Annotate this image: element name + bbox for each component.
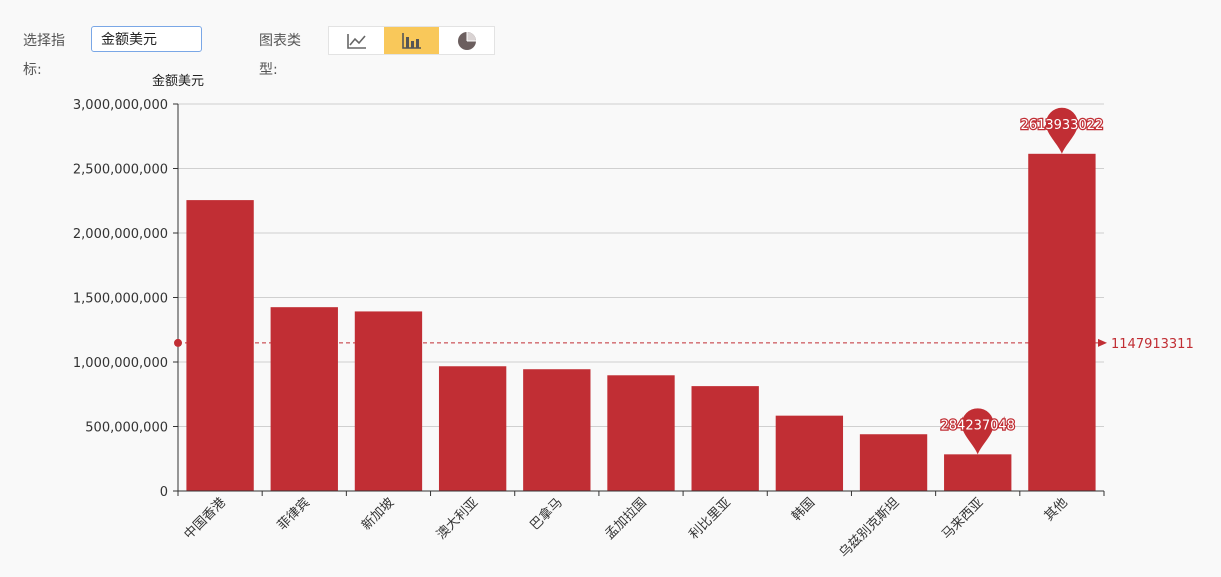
line-chart-icon — [346, 33, 366, 49]
bar — [270, 307, 338, 491]
x-tick-label: 中国香港 — [182, 495, 229, 542]
bar — [1028, 153, 1096, 491]
chart-type-label: 图表类型: — [259, 33, 301, 78]
mark-points: 2613933022 284237048 — [939, 107, 1105, 455]
bar — [944, 454, 1012, 491]
pie-chart-button[interactable] — [439, 27, 494, 54]
grid — [178, 103, 1104, 492]
pie-chart-icon — [457, 31, 476, 50]
bar-chart-icon — [401, 32, 421, 49]
y-tick-label: 2,000,000,000 — [73, 227, 168, 242]
x-tick-label: 乌兹别克斯坦 — [836, 495, 902, 561]
mark-point-pin — [1045, 107, 1078, 154]
average-line-label: 1147913311 — [1111, 337, 1194, 352]
bar — [607, 375, 675, 491]
average-line: 1147913311 — [174, 337, 1194, 352]
indicator-select[interactable]: 金额美元 — [91, 26, 202, 52]
bar-chart-button[interactable] — [384, 27, 439, 54]
x-tick-label: 孟加拉国 — [602, 495, 649, 542]
average-line-start — [174, 338, 182, 347]
bars — [186, 153, 1096, 492]
y-tick-label: 0 — [160, 485, 168, 500]
bar — [859, 434, 928, 491]
x-tick-label: 菲律宾 — [274, 495, 313, 534]
y-tick-label: 1,500,000,000 — [73, 292, 168, 307]
mark-point-pin — [961, 408, 994, 455]
x-axis: 中国香港 菲律宾 新加坡 澳大利亚 巴拿马 孟加拉国 利比里亚 韩国 乌兹别克斯坦 马来西亚 其他 — [177, 490, 1105, 561]
y-tick-label: 3,000,000,000 — [73, 98, 168, 113]
bar — [775, 415, 844, 491]
mark-point-label: 284237048 — [941, 418, 1015, 433]
x-tick-label: 韩国 — [789, 495, 818, 524]
average-line-arrow — [1098, 338, 1107, 347]
bar — [691, 386, 759, 491]
x-tick-label: 巴拿马 — [527, 495, 566, 534]
x-tick-label: 新加坡 — [358, 495, 397, 534]
indicator-label: 选择指标: — [23, 33, 65, 78]
y-axis: 0 500,000,000 1,000,000,000 1,500,000,000 2,… — [73, 98, 179, 500]
x-tick-label: 澳大利亚 — [433, 495, 481, 543]
y-tick-label: 1,000,000,000 — [73, 356, 168, 371]
mark-point-label: 2613933022 — [1021, 118, 1104, 133]
line-chart-button[interactable] — [329, 27, 384, 54]
x-tick-label: 其他 — [1042, 495, 1071, 524]
bar — [523, 369, 591, 491]
bar — [354, 311, 423, 491]
y-tick-label: 500,000,000 — [85, 421, 168, 436]
y-tick-label: 2,500,000,000 — [73, 163, 168, 178]
x-tick-label: 利比里亚 — [687, 495, 734, 542]
chart-type-switcher — [328, 26, 495, 55]
bar — [186, 200, 254, 492]
legend-label: 金额美元 — [152, 73, 204, 89]
x-tick-label: 马来西亚 — [939, 495, 986, 542]
bar — [438, 366, 507, 491]
